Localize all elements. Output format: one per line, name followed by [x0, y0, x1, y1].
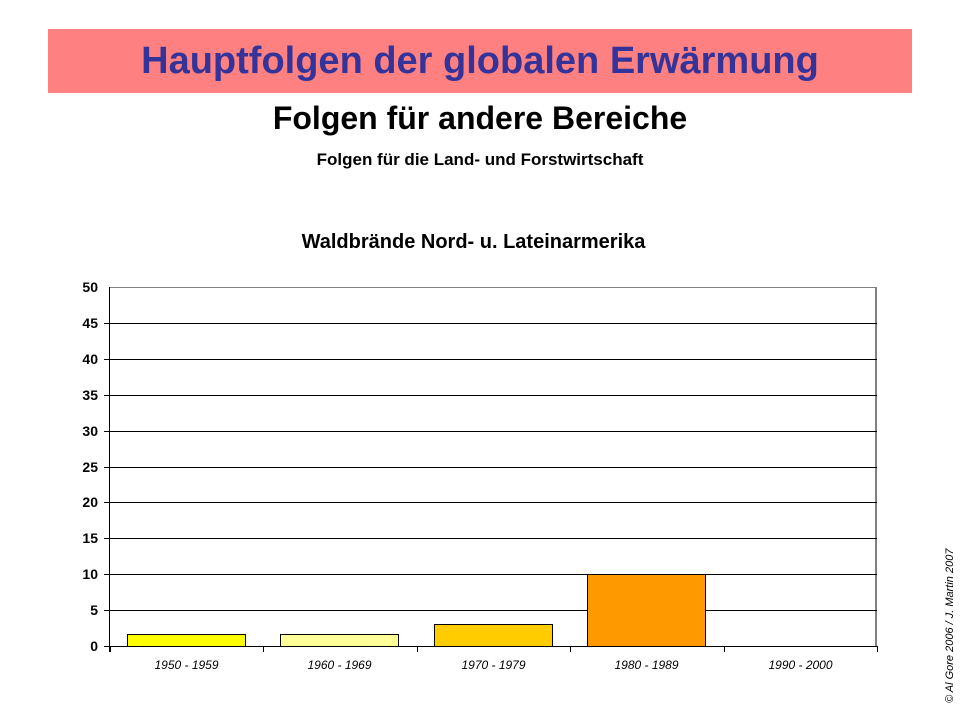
gridline — [104, 610, 877, 611]
y-tick-label: 10 — [82, 566, 98, 582]
y-tick-label: 40 — [82, 351, 98, 367]
slide-subtitle: Folgen für andere Bereiche — [272, 100, 688, 136]
slide-section-title: Folgen für die Land- und Forstwirtschaft — [316, 150, 644, 169]
y-tick-label: 50 — [82, 279, 98, 295]
gridline — [104, 538, 877, 539]
plot-area — [110, 287, 877, 646]
y-tick-label: 25 — [82, 459, 98, 475]
gridline — [104, 467, 877, 468]
y-tick-label: 5 — [90, 602, 98, 618]
title-banner: Hauptfolgen der globalen Erwärmung — [48, 29, 912, 93]
y-axis — [109, 287, 110, 652]
bar-1970-1979 — [434, 624, 553, 647]
gridline — [104, 431, 877, 432]
x-tick-mark — [877, 646, 878, 652]
y-tick-label: 30 — [82, 423, 98, 439]
chart-title: Waldbrände Nord- u. Lateinarmerika — [301, 231, 646, 253]
gridline — [104, 395, 877, 396]
y-tick-label: 45 — [82, 315, 98, 331]
slide-title: Hauptfolgen der globalen Erwärmung — [141, 39, 819, 82]
bar-1980-1989 — [587, 574, 706, 647]
x-tick-label: 1970 - 1979 — [461, 658, 526, 672]
x-tick-mark — [417, 646, 418, 652]
y-tick-label: 0 — [90, 638, 98, 654]
y-tick-label: 20 — [82, 494, 98, 510]
gridline — [104, 323, 877, 324]
x-tick-mark — [570, 646, 571, 652]
copyright-notice: © Al Gore 2006 / J. Martin 2007 — [944, 548, 956, 703]
x-tick-mark — [724, 646, 725, 652]
gridline — [104, 574, 877, 575]
x-tick-mark — [110, 646, 111, 652]
x-tick-label: 1960 - 1969 — [307, 658, 372, 672]
x-tick-label: 1980 - 1989 — [614, 658, 679, 672]
bar-1960-1969 — [280, 634, 399, 647]
y-tick-label: 15 — [82, 530, 98, 546]
x-tick-mark — [263, 646, 264, 652]
y-tick-label: 35 — [82, 387, 98, 403]
gridline — [104, 502, 877, 503]
x-tick-label: 1990 - 2000 — [768, 658, 833, 672]
bar-1950-1959 — [127, 634, 246, 647]
gridline — [104, 359, 877, 360]
x-tick-label: 1950 - 1959 — [154, 658, 219, 672]
